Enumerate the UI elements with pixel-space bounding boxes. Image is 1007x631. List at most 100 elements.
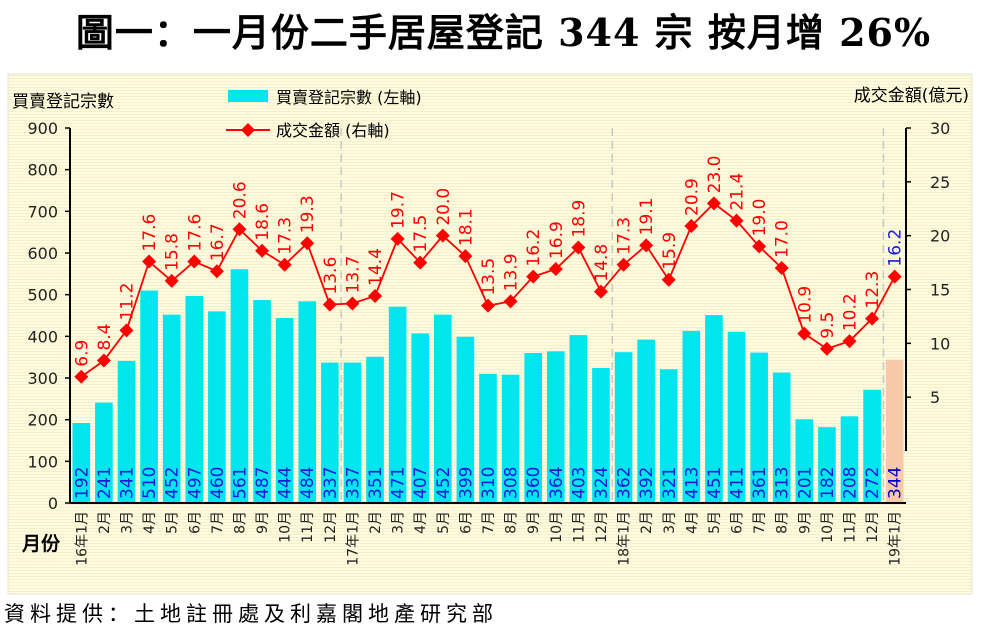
amount-marker <box>616 257 631 272</box>
bar-value-label: 413 <box>682 467 702 499</box>
bar-value-label: 444 <box>276 467 296 499</box>
amount-value-label: 10.2 <box>841 293 861 331</box>
bar <box>366 356 384 503</box>
right-tick-label: 5 <box>930 388 940 407</box>
amount-marker <box>819 341 834 356</box>
bar-value-label: 399 <box>456 467 476 499</box>
amount-marker <box>593 284 608 299</box>
bar-value-label: 411 <box>728 467 748 499</box>
left-tick-label: 900 <box>27 119 58 138</box>
bar <box>863 389 881 503</box>
x-tick-label: 6月 <box>187 511 203 534</box>
bar <box>298 301 317 503</box>
amount-value-label: 15.8 <box>163 233 183 271</box>
amount-value-label: 19.0 <box>750 199 770 237</box>
right-tick-label: 30 <box>930 119 950 138</box>
amount-value-label: 11.2 <box>117 283 137 321</box>
x-tick-label: 19年1月 <box>888 511 904 566</box>
amount-marker <box>255 243 270 258</box>
amount-marker <box>277 257 292 272</box>
amount-value-label: 13.9 <box>502 253 522 291</box>
amount-marker <box>548 262 563 277</box>
bar-value-label: 364 <box>547 467 567 499</box>
bar <box>592 368 610 503</box>
left-tick-label: 0 <box>48 494 58 513</box>
x-tick-label: 8月 <box>504 511 520 534</box>
amount-marker <box>209 264 224 279</box>
bar <box>479 373 497 503</box>
bar-value-label: 362 <box>615 467 635 499</box>
amount-marker <box>435 228 450 243</box>
chart-title: 圖一：一月份二手居屋登記 344 宗 按月增 26% <box>75 10 932 55</box>
amount-value-label: 16.7 <box>208 223 228 261</box>
amount-value-label: 14.8 <box>592 244 612 282</box>
bar <box>456 336 475 503</box>
amount-value-label: 18.1 <box>456 208 476 246</box>
amount-value-label: 17.3 <box>276 217 296 255</box>
x-tick-label: 10月 <box>278 511 294 543</box>
amount-marker <box>368 288 383 303</box>
x-tick-label: 4月 <box>142 511 158 534</box>
bar-value-label: 351 <box>366 467 386 499</box>
amount-marker <box>797 326 812 341</box>
amount-marker <box>729 213 744 228</box>
bar <box>569 335 588 503</box>
bar-value-label: 313 <box>773 467 793 499</box>
bar-value-label: 272 <box>863 467 883 499</box>
amount-value-label: 20.9 <box>682 178 702 216</box>
amount-value-label: 19.1 <box>637 197 657 235</box>
amount-value-label: 20.6 <box>230 181 250 219</box>
amount-value-label: 6.9 <box>72 340 92 367</box>
bar <box>411 333 430 503</box>
x-tick-label: 3月 <box>391 511 407 534</box>
bar-value-label: 451 <box>705 467 725 499</box>
bar-value-label: 471 <box>389 467 409 499</box>
x-tick-label: 2月 <box>368 511 384 534</box>
legend-marker-icon <box>241 123 255 137</box>
x-tick-label: 4月 <box>684 511 700 534</box>
bar <box>659 369 678 503</box>
x-tick-label: 17年1月 <box>345 511 361 566</box>
bar <box>321 362 339 503</box>
amount-value-label: 17.5 <box>411 215 431 253</box>
amount-value-label: 14.4 <box>366 248 386 286</box>
bar-value-label: 321 <box>660 467 680 499</box>
bar <box>682 330 701 503</box>
x-tick-label: 11月 <box>300 511 316 543</box>
amount-marker <box>74 369 89 384</box>
amount-marker <box>526 269 541 284</box>
amount-value-label: 17.3 <box>615 217 635 255</box>
left-tick-label: 300 <box>27 369 58 388</box>
x-tick-label: 6月 <box>730 511 746 534</box>
right-tick-label: 25 <box>930 173 950 192</box>
amount-value-label: 21.4 <box>728 173 748 211</box>
bar <box>818 427 836 503</box>
bar-value-label: 201 <box>795 467 815 499</box>
right-tick-label: 20 <box>930 227 950 246</box>
bar-value-label: 460 <box>208 467 228 499</box>
amount-value-label: 8.4 <box>95 324 115 351</box>
bar <box>185 295 204 503</box>
bar <box>388 306 407 503</box>
source-note: 資料提供：土地註冊處及利嘉閣地產研究部 <box>4 602 498 626</box>
x-tick-label: 7月 <box>752 511 768 534</box>
amount-value-label: 16.2 <box>886 229 906 267</box>
bar <box>208 311 226 503</box>
amount-value-label: 12.3 <box>863 271 883 309</box>
amount-marker <box>661 272 676 287</box>
amount-marker <box>481 298 495 313</box>
right-tick-label: 10 <box>930 334 950 353</box>
bar <box>772 372 791 503</box>
bar <box>95 402 113 503</box>
amount-value-label: 19.3 <box>298 195 318 233</box>
amount-marker <box>96 353 111 368</box>
bar <box>501 374 520 503</box>
left-tick-label: 100 <box>27 452 58 471</box>
amount-marker <box>887 269 902 284</box>
amount-value-label: 18.6 <box>253 203 273 241</box>
bar-value-label: 361 <box>750 467 770 499</box>
bar-value-label: 561 <box>230 467 250 499</box>
amount-value-label: 17.6 <box>185 214 205 252</box>
x-tick-label: 12月 <box>865 511 881 543</box>
bar <box>162 314 181 503</box>
